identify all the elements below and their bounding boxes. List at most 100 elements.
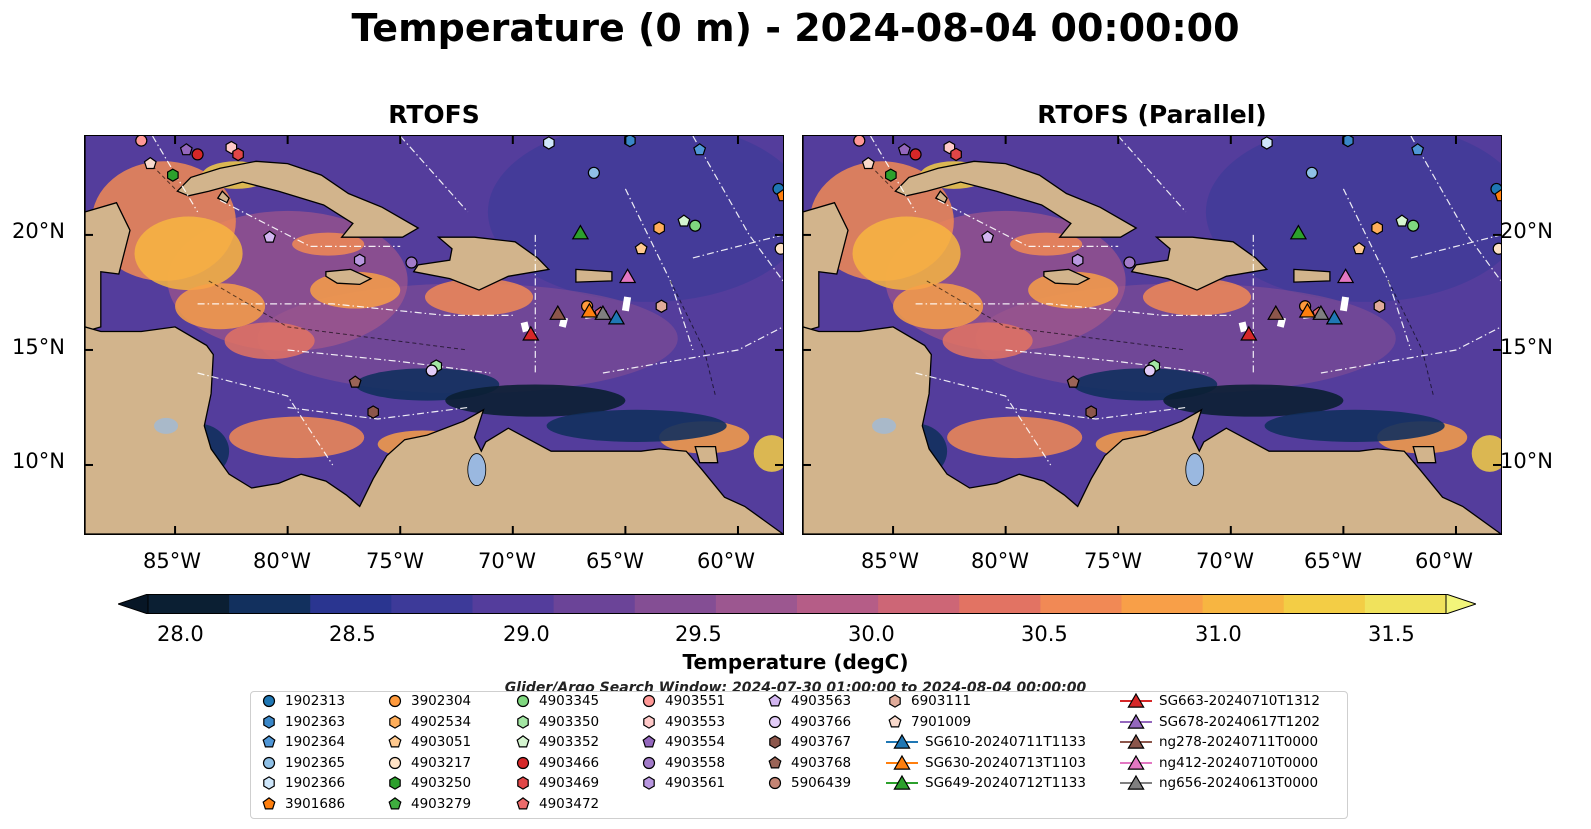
land-polygon	[1130, 236, 1269, 291]
lon-label-65w-p2: 65°W	[1304, 549, 1362, 573]
legend-label: 6903111	[911, 693, 972, 709]
marker-6903111	[1373, 299, 1386, 313]
glider-track	[621, 296, 632, 312]
lon-label-65w-p1: 65°W	[586, 549, 644, 573]
colorbar-bin	[878, 594, 960, 614]
marker-1902365	[587, 166, 600, 179]
legend-symbol	[516, 694, 530, 708]
legend-marker-icon	[388, 796, 402, 809]
marker-4903558	[1123, 256, 1136, 269]
legend-symbol	[389, 776, 401, 790]
lake-nicaragua	[872, 417, 897, 434]
legend-label: 4903766	[791, 713, 852, 730]
legend-label: 4903767	[791, 734, 852, 750]
legend-marker-icon	[642, 756, 656, 769]
land-polygon	[1043, 268, 1091, 286]
marker-SG630-20240713T1103	[1298, 302, 1317, 318]
marker-3901686	[1494, 189, 1501, 202]
marker-4903768	[348, 375, 362, 388]
legend-symbol	[768, 776, 782, 790]
legend-symbol	[516, 756, 530, 769]
legend: 1902313 1902363 1902364 1902365 1902366 39016…	[250, 691, 1348, 819]
map-rtofs-parallel	[803, 136, 1501, 534]
legend-item: 4903768	[765, 752, 851, 774]
marker-SG649-20240712T1133	[571, 224, 590, 240]
colorbar-tick-31-0: 31.0	[1195, 622, 1242, 646]
lat-label-15n-left: 15°N	[12, 335, 65, 359]
legend-symbol	[642, 756, 656, 769]
legend-symbol	[893, 733, 911, 749]
legend-marker-icon	[1120, 692, 1152, 708]
legend-item: ng412-20240710T0000	[1119, 752, 1318, 774]
legend-label: 4903051	[411, 734, 472, 750]
legend-label: 4903350	[539, 713, 600, 730]
legend-label: 1902363	[285, 713, 346, 730]
marker-4903767	[1085, 405, 1097, 419]
eez-boundary	[219, 199, 401, 248]
colorbar-tick-28-0: 28.0	[157, 622, 204, 646]
legend-item: 7901009	[885, 711, 971, 733]
lake-nicaragua	[154, 417, 179, 434]
legend-marker-icon	[517, 714, 529, 729]
legend-item: 4903352	[513, 731, 599, 753]
legend-item: 4903217	[385, 752, 471, 774]
isobath-line	[669, 280, 716, 397]
marker-4903469	[950, 147, 962, 162]
legend-symbol	[262, 796, 276, 809]
legend-item: 1902363	[259, 711, 345, 733]
legend-symbol	[517, 776, 529, 790]
lon-label-70w-p2: 70°W	[1196, 549, 1254, 573]
legend-symbol	[642, 735, 656, 748]
legend-marker-icon	[262, 694, 276, 708]
marker-4903561	[1071, 253, 1084, 267]
eez-boundary	[197, 372, 334, 466]
legend-marker-icon	[516, 756, 530, 769]
sst-warm-patch	[753, 435, 783, 472]
marker-4903217	[1492, 242, 1501, 255]
legend-label: 3901686	[285, 795, 346, 812]
legend-symbol	[388, 796, 402, 809]
lake-maracaibo	[1185, 453, 1205, 486]
panel-title-rtofs-parallel: RTOFS (Parallel)	[1037, 100, 1267, 129]
colorbar-bin	[959, 594, 1041, 614]
legend-label: 4903352	[539, 734, 600, 750]
marker-6903111	[655, 299, 668, 313]
colorbar-bin	[148, 594, 230, 614]
marker-ng656-20240613T0000	[594, 304, 612, 320]
legend-marker-icon	[262, 756, 276, 769]
lon-label-70w-p1: 70°W	[478, 549, 536, 573]
sst-warm-patch	[224, 322, 315, 360]
legend-marker-icon	[517, 776, 529, 790]
glider-track	[1238, 321, 1248, 333]
marker-ng412-20240710T0000	[618, 268, 637, 284]
legend-symbol	[1127, 692, 1145, 708]
marker-4903250	[884, 168, 897, 182]
legend-symbol	[769, 735, 781, 749]
legend-item: 4903345	[513, 690, 599, 712]
legend-item: 4903250	[385, 772, 471, 794]
marker-ng412-20240710T0000	[1336, 268, 1355, 284]
marker-4902534	[1371, 221, 1384, 235]
marker-4903766	[1143, 364, 1156, 377]
legend-label: 4903469	[539, 775, 600, 791]
land-polygon	[1293, 268, 1331, 283]
legend-item: 4903551	[639, 690, 725, 712]
sst-warm-patch	[424, 278, 534, 316]
land-polygon	[803, 326, 1501, 534]
legend-symbol	[263, 776, 275, 790]
lake-maracaibo	[467, 453, 487, 486]
colorbar-tick-29-5: 29.5	[675, 622, 722, 646]
legend-label: 1902364	[285, 734, 346, 750]
map-rtofs	[85, 136, 783, 534]
marker-1902366	[543, 136, 555, 150]
marker-ng278-20240711T0000	[1267, 304, 1285, 320]
legend-marker-icon	[389, 714, 401, 729]
colorbar-bin	[229, 594, 311, 614]
lat-label-10n-left: 10°N	[12, 449, 65, 473]
sst-warm-patch	[852, 216, 961, 291]
marker-4903768	[1066, 375, 1080, 388]
colorbar-bin	[1202, 594, 1285, 614]
legend-symbol	[262, 694, 276, 708]
lon-label-60w-p1: 60°W	[697, 549, 755, 573]
legend-symbol	[643, 776, 655, 790]
